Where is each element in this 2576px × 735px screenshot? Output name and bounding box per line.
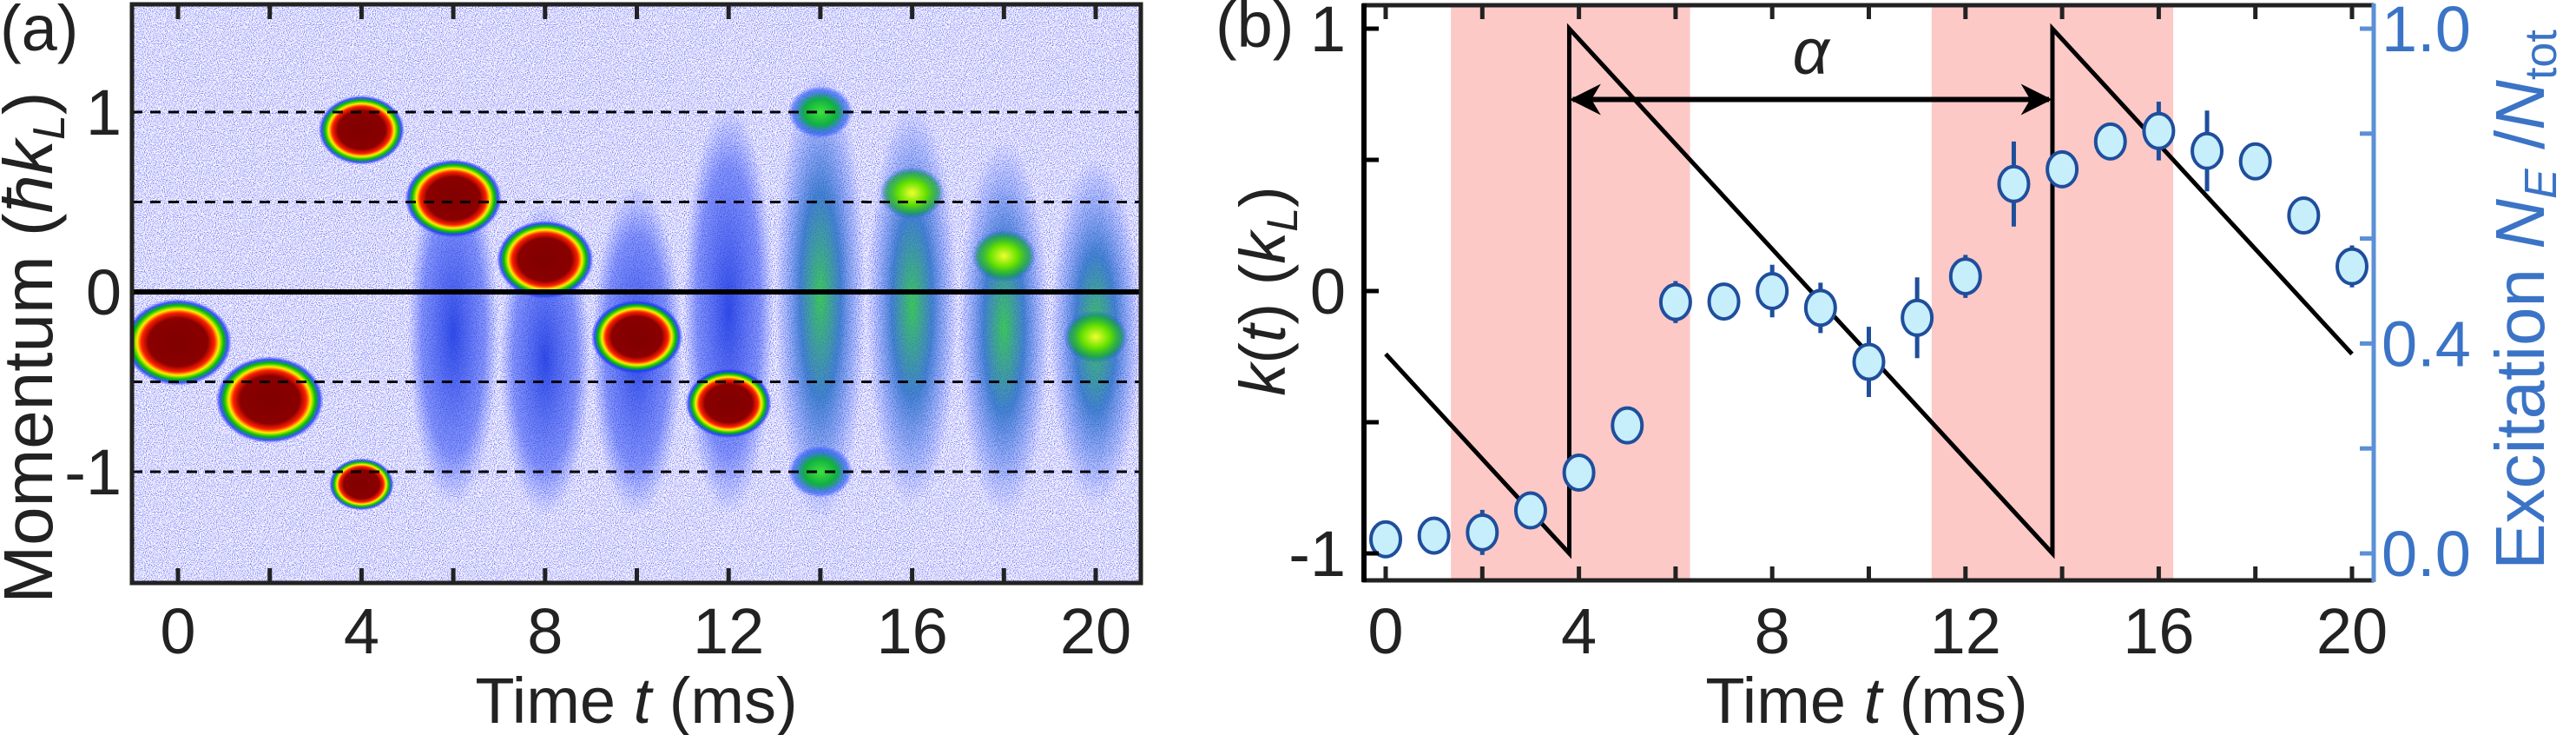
momentum-peak bbox=[972, 229, 1037, 282]
excitation-marker bbox=[1756, 272, 1789, 310]
data-point bbox=[1948, 255, 1982, 298]
momentum-peak bbox=[787, 446, 853, 498]
excitation-marker bbox=[2142, 111, 2176, 150]
momentum-cloud bbox=[774, 68, 866, 526]
excitation-marker bbox=[2191, 131, 2224, 170]
panel-a-ylabel: Momentum (ħkL) bbox=[0, 91, 75, 603]
y-tick-label-left: 0 bbox=[1310, 255, 1346, 328]
data-point bbox=[2046, 149, 2079, 189]
x-tick-label: 12 bbox=[693, 595, 764, 667]
excitation-marker bbox=[1997, 164, 2031, 203]
x-tick-label: 0 bbox=[160, 595, 195, 667]
panel-a-image bbox=[132, 4, 1141, 583]
x-tick-label: 8 bbox=[1755, 595, 1790, 667]
momentum-peak bbox=[329, 458, 394, 511]
panel-b-xlabel: Time t (ms) bbox=[1705, 665, 2027, 735]
y-tick-label-left: 1 bbox=[1310, 0, 1346, 65]
excitation-marker bbox=[1611, 406, 1644, 445]
data-point bbox=[2142, 101, 2176, 161]
y-tick-label-right: 0.0 bbox=[2382, 518, 2471, 590]
excitation-marker bbox=[1948, 257, 1982, 296]
data-point bbox=[1997, 141, 2031, 227]
momentum-peak bbox=[215, 356, 324, 444]
y-tick-label-right: 0.4 bbox=[2382, 308, 2471, 380]
excitation-marker bbox=[1901, 298, 1934, 337]
momentum-peak bbox=[685, 368, 772, 439]
data-point bbox=[2093, 122, 2127, 161]
excitation-marker bbox=[1852, 342, 1886, 381]
panel-b-label: (b) bbox=[1216, 0, 1294, 61]
excitation-marker bbox=[2093, 122, 2127, 161]
momentum-peak bbox=[405, 159, 502, 238]
excitation-marker bbox=[2238, 142, 2272, 181]
excitation-marker bbox=[1658, 282, 1692, 321]
x-tick-label: 12 bbox=[1930, 595, 2001, 667]
data-point bbox=[2238, 142, 2272, 181]
momentum-peak bbox=[497, 220, 594, 299]
data-point bbox=[2336, 245, 2368, 288]
panel-b-ylabel-left: k(t) (kL) bbox=[1227, 186, 1307, 396]
x-tick-label: 8 bbox=[527, 595, 563, 667]
y-tick-label-left: -1 bbox=[1288, 518, 1346, 590]
data-point bbox=[1901, 277, 1934, 359]
excitation-marker bbox=[2287, 196, 2321, 235]
momentum-cloud bbox=[408, 157, 499, 507]
data-point bbox=[1611, 406, 1644, 445]
x-tick-label: 4 bbox=[1561, 595, 1597, 667]
data-point bbox=[1852, 327, 1886, 398]
excitation-marker bbox=[1562, 453, 1596, 492]
momentum-cloud bbox=[683, 103, 774, 516]
y-tick-label: -1 bbox=[64, 436, 122, 508]
momentum-peak bbox=[1063, 310, 1129, 363]
panel-a-xlabel: Time t (ms) bbox=[475, 665, 797, 735]
excitation-marker bbox=[1417, 516, 1451, 555]
y-tick-label-right: 1.0 bbox=[2382, 0, 2471, 65]
x-tick-label: 0 bbox=[1367, 595, 1403, 667]
excitation-marker bbox=[2336, 247, 2368, 286]
data-point bbox=[2191, 110, 2224, 192]
x-tick-label: 20 bbox=[1060, 595, 1131, 667]
data-point bbox=[1658, 281, 1692, 323]
excitation-marker bbox=[1803, 288, 1837, 328]
panel-a-label: (a) bbox=[0, 0, 78, 64]
data-point bbox=[1369, 520, 1402, 559]
momentum-peak bbox=[318, 95, 405, 165]
momentum-peak bbox=[590, 300, 683, 374]
data-point bbox=[1513, 491, 1547, 530]
excitation-marker bbox=[1369, 520, 1402, 559]
excitation-marker bbox=[1513, 491, 1547, 530]
y-tick-label: 1 bbox=[86, 76, 122, 149]
excitation-marker bbox=[2046, 149, 2079, 189]
panel-b: (b) α 0 4 8 12 16 20 1 0 -1 1.0 0.4 0.0 Time t (ms)… bbox=[1216, 0, 2566, 735]
momentum-cloud bbox=[959, 140, 1050, 516]
momentum-peak bbox=[880, 167, 945, 220]
data-point bbox=[2287, 196, 2321, 235]
data-point bbox=[1466, 509, 1499, 555]
panel-b-ylabel-right: Excitation NE /Ntot bbox=[2481, 30, 2566, 570]
data-point bbox=[1803, 282, 1837, 334]
x-tick-label: 16 bbox=[876, 595, 947, 667]
panel-a: (a) 0 4 8 12 16 20 1 0 -1 Time t (ms) Momentum (… bbox=[0, 0, 1143, 735]
excitation-marker bbox=[1707, 282, 1741, 321]
x-tick-label: 4 bbox=[344, 595, 379, 667]
momentum-peak bbox=[787, 86, 853, 138]
y-tick-label: 0 bbox=[86, 256, 122, 328]
momentum-peak bbox=[132, 298, 232, 386]
data-point bbox=[1562, 453, 1596, 492]
data-point bbox=[1707, 282, 1741, 321]
momentum-cloud bbox=[866, 103, 958, 507]
period-alpha-label: α bbox=[1793, 16, 1831, 88]
x-tick-label: 16 bbox=[2123, 595, 2194, 667]
x-tick-label: 20 bbox=[2316, 595, 2388, 667]
excitation-marker bbox=[1466, 513, 1499, 552]
data-point bbox=[1756, 264, 1789, 318]
data-point bbox=[1417, 516, 1451, 555]
